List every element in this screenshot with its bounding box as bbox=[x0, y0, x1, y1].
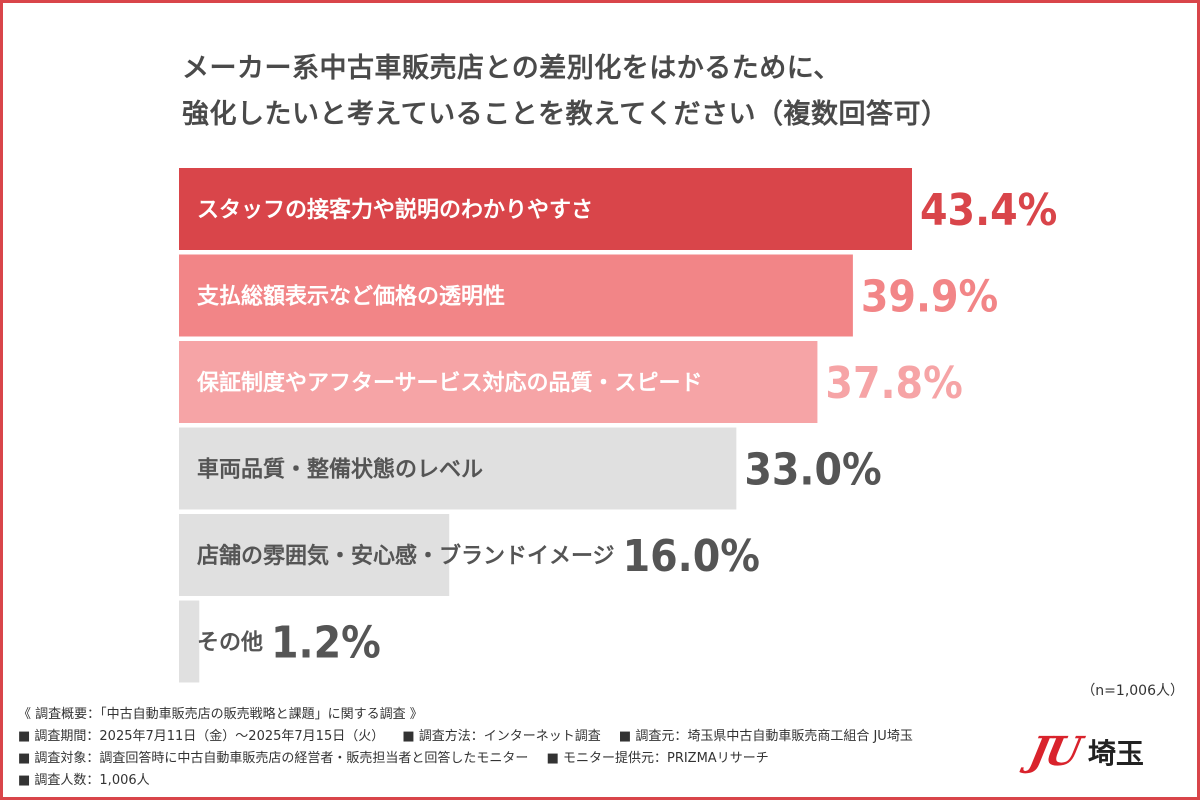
logo-text: 埼玉 bbox=[1087, 736, 1144, 770]
ju-saitama-logo: JU 埼玉 bbox=[1025, 728, 1144, 775]
bar-label-3: 保証制度やアフターサービス対応の品質・スピード bbox=[196, 370, 703, 396]
survey-method: ■ 調査方法：インターネット調査 bbox=[402, 729, 601, 744]
bar-1 bbox=[179, 168, 912, 250]
footer-row-2: ■ 調査対象：調査回答時に中古自動車販売店の経営者・販売担当者と回答したモニター… bbox=[18, 748, 927, 770]
survey-source: ■ 調査元：埼玉県中古自動車販売商工組合 JU埼玉 bbox=[618, 729, 913, 744]
bar-4 bbox=[179, 427, 737, 510]
bar-value-5: 16.0% bbox=[623, 531, 760, 582]
footer-row-1: ■ 調査期間：2025年7月11日（金）〜2025年7月15日（火） ■ 調査方… bbox=[18, 726, 927, 748]
bar-label-4: 車両品質・整備状態のレベル bbox=[197, 457, 483, 483]
survey-footer: 《 調査概要：「中古自動車販売店の販売戦略と課題」に関する調査 》 ■ 調査期間… bbox=[18, 704, 927, 792]
bar-label-5: 店舗の雰囲気・安心感・ブランドイメージ bbox=[197, 543, 615, 569]
footer-row-3: ■ 調査人数：1,006人 bbox=[18, 770, 927, 792]
monitor-provider: ■ モニター提供元：PRIZMAリサーチ bbox=[546, 751, 769, 766]
survey-title: 《 調査概要：「中古自動車販売店の販売戦略と課題」に関する調査 》 bbox=[18, 707, 423, 722]
survey-period: ■ 調査期間：2025年7月11日（金）〜2025年7月15日（火） bbox=[18, 729, 385, 744]
survey-count: ■ 調査人数：1,006人 bbox=[18, 773, 150, 788]
ju-logo-mark: JU bbox=[1025, 728, 1083, 775]
bar-5 bbox=[179, 514, 450, 596]
bar-value-6: 1.2% bbox=[271, 618, 381, 669]
bar-value-3: 37.8% bbox=[825, 358, 962, 409]
bar-value-1: 43.4% bbox=[920, 185, 1057, 236]
bar-value-2: 39.9% bbox=[861, 272, 998, 323]
bar-label-6: その他 bbox=[197, 631, 263, 656]
bar-label-2: 支払総額表示など価格の透明性 bbox=[197, 284, 505, 310]
chart-title-line2: 強化したいと考えていることを教えてください（複数回答可） bbox=[182, 99, 949, 130]
chart-title: メーカー系中古車販売店との差別化をはかるために、 強化したいと考えていることを教… bbox=[182, 46, 949, 138]
bar-6 bbox=[179, 600, 200, 683]
bar-value-4: 33.0% bbox=[744, 445, 881, 496]
bar-chart: スタッフの接客力や説明のわかりやすさ 43.4% 支払総額表示など価格の透明性 39.… bbox=[179, 168, 1057, 683]
chart-title-line1: メーカー系中古車販売店との差別化をはかるために、 bbox=[182, 53, 841, 84]
bar-3 bbox=[179, 341, 818, 423]
bar-label-1: スタッフの接客力や説明のわかりやすさ bbox=[197, 197, 593, 223]
bar-2 bbox=[179, 254, 853, 337]
sample-size: （n=1,006人） bbox=[1081, 683, 1184, 699]
survey-target: ■ 調査対象：調査回答時に中古自動車販売店の経営者・販売担当者と回答したモニター bbox=[18, 751, 529, 766]
